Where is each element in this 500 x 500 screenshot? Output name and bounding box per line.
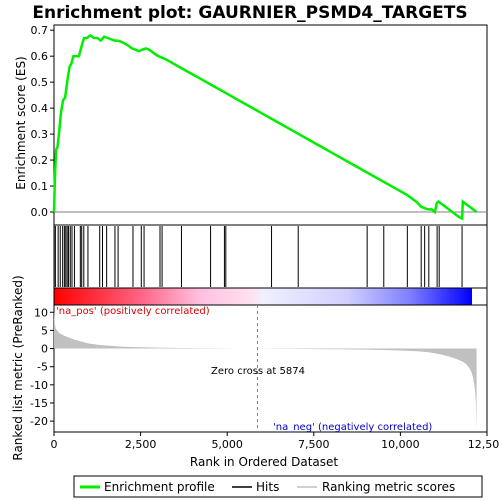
negative-correlation-label: 'na_neg' (negatively correlated) bbox=[273, 422, 432, 433]
chart-title: Enrichment plot: GAURNIER_PSMD4_TARGETS bbox=[32, 3, 467, 23]
legend-box bbox=[73, 475, 483, 498]
legend-hits-label: Hits bbox=[256, 480, 279, 494]
x-tick-label: 5,000 bbox=[211, 438, 243, 451]
es-y-ticks: 0.0 0.1 0.2 0.3 0.4 0.5 0.6 0.7 bbox=[31, 24, 54, 219]
enrichment-profile-line bbox=[52, 33, 478, 221]
es-panel-frame bbox=[53, 24, 488, 226]
metric-y-tick-label: -5 bbox=[37, 361, 48, 374]
metric-y-tick-label: -10 bbox=[30, 379, 48, 392]
es-y-tick-label: 0.2 bbox=[31, 154, 49, 167]
hit-marks bbox=[53, 226, 463, 287]
es-y-tick-label: 0.5 bbox=[31, 76, 49, 89]
es-y-tick-label: 0.6 bbox=[31, 50, 49, 63]
es-panel: 0.0 0.1 0.2 0.3 0.4 0.5 0.6 0.7 Enrichment scor… bbox=[14, 24, 488, 226]
positive-correlation-label: 'na_pos' (positively correlated) bbox=[56, 306, 210, 317]
x-tick-label: 12,500 bbox=[468, 438, 500, 451]
x-axis-ticks: 0 2,500 5,000 7,500 10,000 12,500 bbox=[51, 432, 500, 451]
legend-enrichment-label: Enrichment profile bbox=[104, 480, 215, 494]
metric-y-tick-label: 0 bbox=[41, 343, 48, 356]
zero-cross-label: Zero cross at 5874 bbox=[211, 366, 305, 377]
ranking-gradient-bar bbox=[54, 288, 472, 305]
x-tick-label: 7,500 bbox=[298, 438, 330, 451]
metric-y-axis-label: Ranked list metric (PreRanked) bbox=[11, 275, 25, 460]
legend-metric-label: Ranking metric scores bbox=[322, 480, 455, 494]
legend: Enrichment profile Hits Ranking metric s… bbox=[73, 475, 483, 498]
es-y-tick-label: 0.7 bbox=[31, 24, 49, 37]
metric-panel: 10 5 0 -5 -10 -15 -20 'na_pos' (positively cor… bbox=[11, 275, 488, 461]
x-tick-label: 2,500 bbox=[125, 438, 157, 451]
metric-y-tick-label: -20 bbox=[30, 415, 48, 428]
metric-y-ticks: 10 5 0 -5 -10 -15 -20 bbox=[30, 306, 54, 428]
metric-y-tick-label: -15 bbox=[30, 397, 48, 410]
x-axis-label: Rank in Ordered Dataset bbox=[190, 455, 338, 469]
es-y-tick-label: 0.4 bbox=[31, 102, 49, 115]
es-y-tick-label: 0.0 bbox=[31, 206, 49, 219]
x-tick-label: 0 bbox=[51, 438, 58, 451]
x-tick-label: 10,000 bbox=[381, 438, 420, 451]
metric-panel-frame bbox=[53, 304, 488, 433]
hits-panel-frame bbox=[53, 224, 488, 289]
es-y-tick-label: 0.3 bbox=[31, 128, 49, 141]
metric-y-tick-label: 5 bbox=[41, 324, 48, 337]
hits-panel bbox=[53, 224, 488, 289]
es-y-axis-label: Enrichment score (ES) bbox=[14, 56, 28, 189]
es-y-tick-label: 0.1 bbox=[31, 180, 49, 193]
metric-y-tick-label: 10 bbox=[34, 306, 48, 319]
